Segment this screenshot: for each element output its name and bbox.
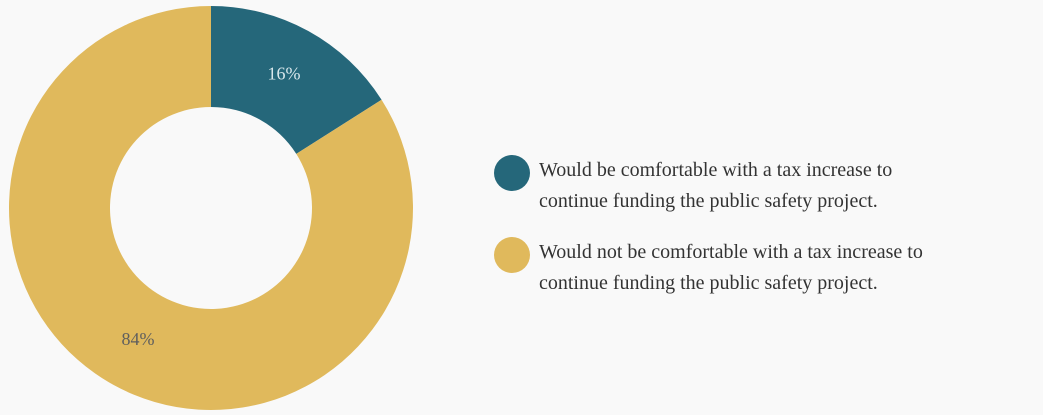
legend-item-comfortable: Would be comfortable with a tax increase… [494, 155, 1043, 217]
donut-slice-not-comfortable [8, 6, 413, 410]
legend-item-not-comfortable: Would not be comfortable with a tax incr… [494, 237, 1043, 299]
legend-label-not-comfortable-line-2: continue funding the public safety proje… [539, 272, 878, 294]
legend-swatch-comfortable [494, 155, 530, 191]
legend-swatch-not-comfortable [494, 237, 530, 273]
slice-label-not-comfortable: 84% [122, 329, 155, 349]
legend-label-comfortable-line-2: continue funding the public safety proje… [539, 190, 878, 212]
legend-label-not-comfortable-line-1: Would not be comfortable with a tax incr… [539, 241, 923, 263]
legend: Would be comfortable with a tax increase… [494, 155, 1043, 319]
legend-label-comfortable-line-1: Would be comfortable with a tax increase… [539, 159, 893, 181]
donut-chart: 16% 84% [8, 6, 413, 410]
donut-slice-comfortable [211, 6, 382, 154]
slice-label-comfortable: 16% [267, 63, 300, 83]
